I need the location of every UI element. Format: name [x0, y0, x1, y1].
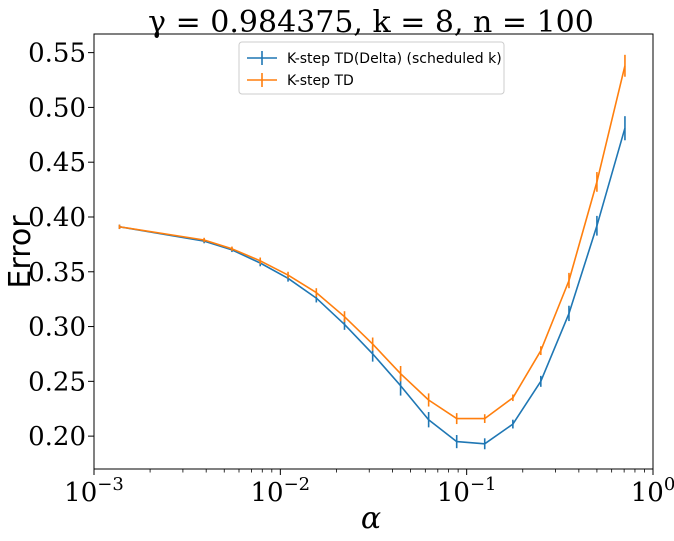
y-tick-label: 0.55 — [28, 39, 86, 69]
x-tick-label: 100 — [631, 474, 674, 508]
y-tick-label: 0.25 — [28, 367, 86, 397]
legend-label: K-step TD — [287, 73, 354, 89]
y-tick-label: 0.20 — [28, 422, 86, 452]
x-tick-label: 10−2 — [251, 474, 311, 508]
y-axis: 0.20 0.25 0.30 0.35 0.40 0.45 0.50 0.55 — [28, 39, 94, 452]
plot-area — [118, 54, 626, 450]
legend-box — [238, 41, 505, 95]
series-line — [119, 127, 626, 445]
x-tick-label: 10−1 — [437, 474, 497, 508]
legend-label: K-step TD(Delta) (scheduled k) — [287, 51, 502, 67]
y-tick-label: 0.50 — [28, 93, 86, 123]
x-tick-label: 10−3 — [64, 474, 124, 508]
x-axis: 10−3 10−2 10−1 100 — [64, 469, 674, 508]
legend: K-step TD(Delta) (scheduled k) K-step TD — [238, 41, 505, 95]
y-tick-label: 0.45 — [28, 148, 86, 178]
series-line — [119, 65, 626, 420]
y-tick-label: 0.35 — [28, 258, 86, 288]
y-axis-label: Error — [3, 215, 38, 289]
y-tick-label: 0.40 — [28, 203, 86, 233]
plot-frame — [93, 33, 654, 470]
y-tick-label: 0.30 — [28, 313, 86, 343]
series-2 — [118, 54, 626, 425]
series-1 — [118, 116, 626, 450]
x-axis-label: α — [361, 501, 381, 536]
chart-title: γ = 0.984375, k = 8, n = 100 — [148, 5, 594, 40]
